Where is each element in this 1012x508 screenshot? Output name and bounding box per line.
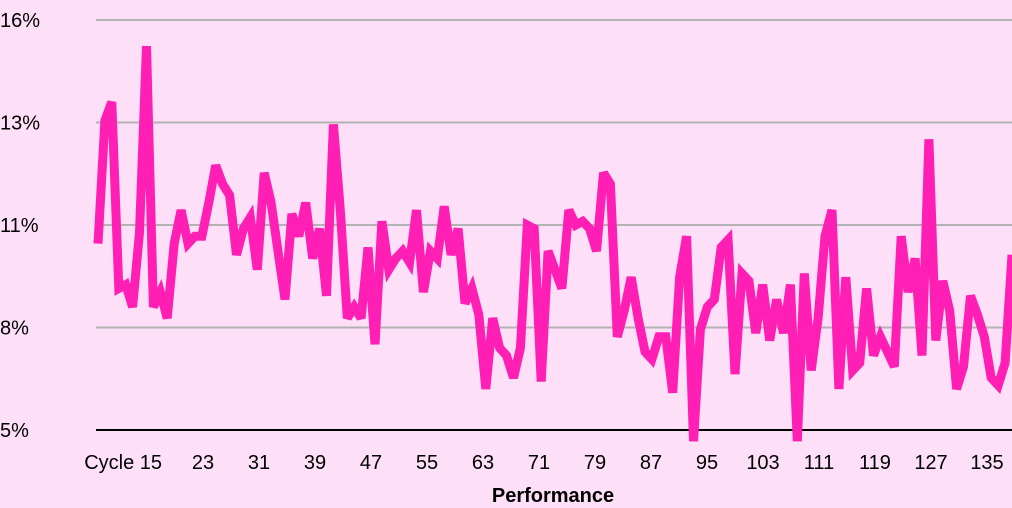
x-tick-label: Cycle 15 — [84, 452, 162, 474]
y-tick-label: 5% — [0, 420, 29, 442]
x-tick-label: 39 — [304, 452, 326, 474]
x-tick-label: 23 — [192, 452, 214, 474]
x-tick-label: 111 — [804, 452, 834, 474]
y-tick-label: 13% — [0, 113, 40, 135]
x-tick-label: 71 — [528, 452, 550, 474]
y-tick-label: 16% — [0, 10, 40, 32]
x-tick-label: 127 — [914, 452, 947, 474]
series-line — [93, 45, 1012, 442]
x-tick-label: 119 — [859, 452, 891, 474]
x-tick-label: 79 — [584, 452, 606, 474]
series-group — [93, 45, 1012, 442]
y-tick-label: 8% — [0, 318, 29, 340]
x-tick-label: 63 — [472, 452, 494, 474]
x-tick-label: 103 — [746, 452, 779, 474]
x-tick-label: 135 — [970, 452, 1003, 474]
x-axis-title: Performance — [492, 485, 614, 507]
x-tick-label: 87 — [640, 452, 662, 474]
x-tick-label: 31 — [248, 452, 270, 474]
x-tick-label: 95 — [696, 452, 718, 474]
y-tick-label: 11% — [0, 215, 39, 237]
x-tick-label: 55 — [416, 452, 438, 474]
x-axis-ticks: Cycle 15 23 31 39 47 55 63 71 79 87 95 103 111 119 127… — [84, 452, 1004, 474]
y-axis-ticks: 5% 8% 11% 13% 16% — [0, 10, 40, 442]
x-tick-label: 47 — [360, 452, 382, 474]
